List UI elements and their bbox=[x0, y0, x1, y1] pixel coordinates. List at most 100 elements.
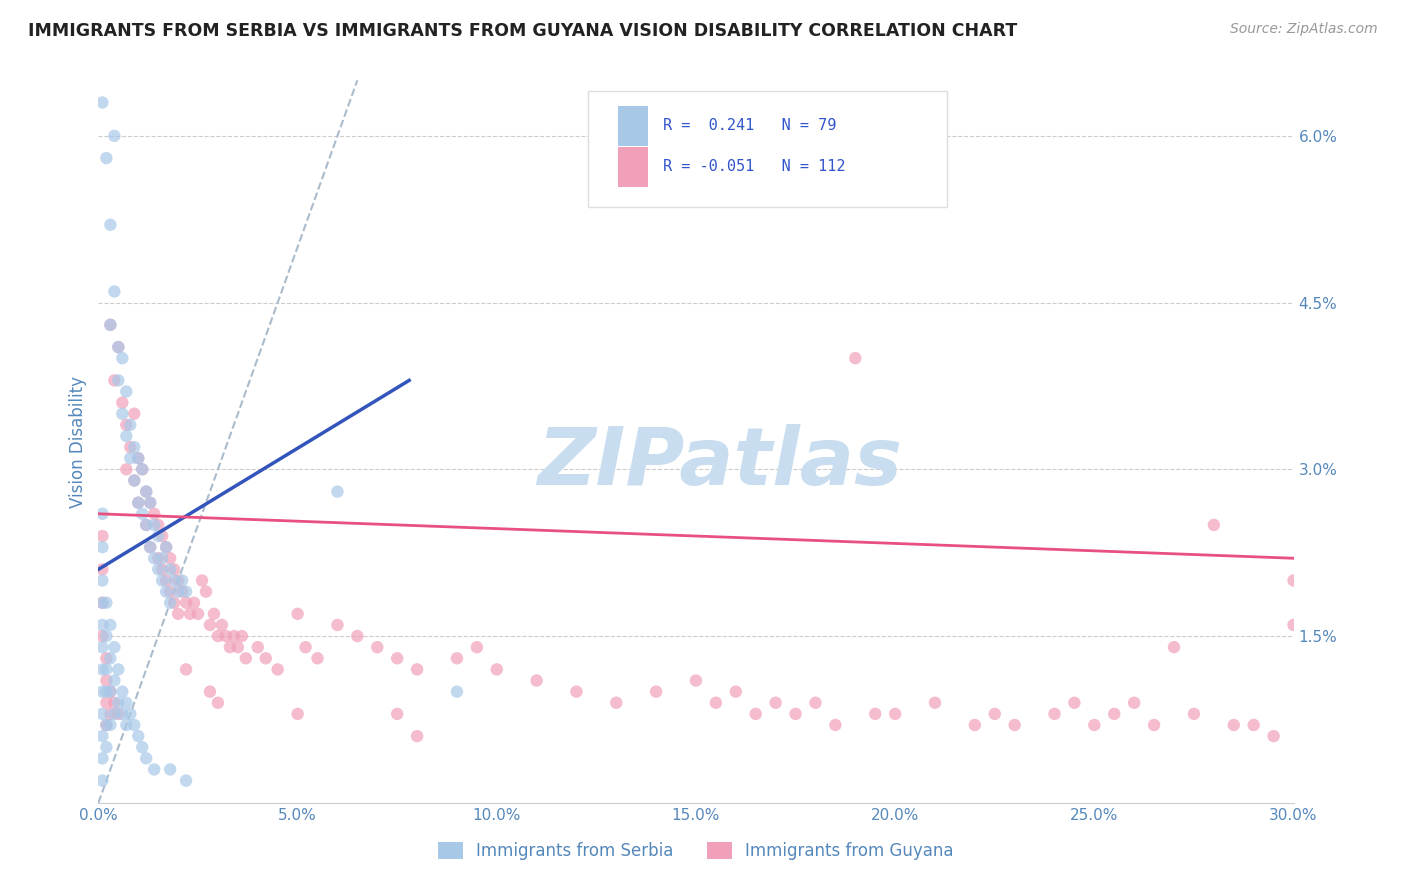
Point bbox=[127, 496, 149, 510]
Point bbox=[267, 662, 290, 676]
Point bbox=[307, 651, 329, 665]
Point bbox=[91, 540, 114, 554]
Point bbox=[98, 618, 122, 632]
Point bbox=[143, 517, 166, 532]
Point bbox=[785, 706, 807, 721]
Point bbox=[107, 662, 129, 676]
Point bbox=[211, 618, 233, 632]
Point bbox=[148, 562, 170, 576]
Point bbox=[111, 351, 134, 366]
Point bbox=[465, 640, 488, 655]
Point bbox=[984, 706, 1007, 721]
Point bbox=[1043, 706, 1066, 721]
Point bbox=[124, 407, 146, 421]
Point bbox=[115, 462, 138, 476]
Point bbox=[406, 662, 429, 676]
Point bbox=[91, 596, 114, 610]
FancyBboxPatch shape bbox=[589, 91, 948, 207]
Point bbox=[103, 373, 125, 387]
Point bbox=[174, 662, 197, 676]
FancyBboxPatch shape bbox=[619, 147, 648, 186]
Point bbox=[107, 340, 129, 354]
Point bbox=[366, 640, 388, 655]
Point bbox=[139, 496, 162, 510]
Point bbox=[159, 562, 181, 576]
Point bbox=[111, 684, 134, 698]
Point bbox=[131, 507, 153, 521]
Point bbox=[148, 517, 170, 532]
Point bbox=[150, 551, 173, 566]
Point bbox=[198, 684, 221, 698]
Point bbox=[91, 751, 114, 765]
Point bbox=[765, 696, 787, 710]
Point bbox=[120, 440, 142, 454]
Point bbox=[127, 729, 149, 743]
Point bbox=[96, 629, 118, 643]
Point bbox=[167, 607, 190, 621]
Point bbox=[231, 629, 253, 643]
Point bbox=[91, 729, 114, 743]
Y-axis label: Vision Disability: Vision Disability bbox=[69, 376, 87, 508]
Point bbox=[98, 718, 122, 732]
Point bbox=[924, 696, 946, 710]
Point bbox=[226, 640, 249, 655]
Point bbox=[191, 574, 214, 588]
Point bbox=[222, 629, 245, 643]
Point bbox=[174, 596, 197, 610]
Point bbox=[195, 584, 218, 599]
Point bbox=[139, 496, 162, 510]
Point bbox=[824, 718, 846, 732]
Point bbox=[91, 662, 114, 676]
Text: R =  0.241   N = 79: R = 0.241 N = 79 bbox=[662, 119, 837, 133]
Point bbox=[287, 607, 309, 621]
Point bbox=[131, 462, 153, 476]
Point bbox=[174, 584, 197, 599]
Point bbox=[1223, 718, 1246, 732]
Point bbox=[103, 706, 125, 721]
Point bbox=[103, 285, 125, 299]
Point bbox=[884, 706, 907, 721]
Point bbox=[704, 696, 727, 710]
Point bbox=[96, 718, 118, 732]
Point bbox=[98, 318, 122, 332]
Point bbox=[131, 740, 153, 755]
Point bbox=[139, 540, 162, 554]
Point bbox=[202, 607, 225, 621]
Text: ZIPatlas: ZIPatlas bbox=[537, 425, 903, 502]
Point bbox=[91, 596, 114, 610]
Point bbox=[246, 640, 269, 655]
Point bbox=[103, 673, 125, 688]
Point bbox=[107, 340, 129, 354]
Point bbox=[91, 773, 114, 788]
Point bbox=[103, 696, 125, 710]
Point bbox=[685, 673, 707, 688]
Point bbox=[96, 684, 118, 698]
Point bbox=[127, 496, 149, 510]
Point bbox=[96, 718, 118, 732]
Point bbox=[98, 218, 122, 232]
Point bbox=[1263, 729, 1285, 743]
Point bbox=[167, 574, 190, 588]
Point bbox=[183, 596, 205, 610]
Point bbox=[163, 562, 186, 576]
Point bbox=[143, 507, 166, 521]
Point bbox=[124, 474, 146, 488]
Point bbox=[1282, 574, 1305, 588]
Point bbox=[96, 651, 118, 665]
Point bbox=[485, 662, 508, 676]
Point bbox=[124, 440, 146, 454]
Point bbox=[96, 596, 118, 610]
Point bbox=[107, 706, 129, 721]
Point bbox=[167, 584, 190, 599]
Point bbox=[98, 684, 122, 698]
Point bbox=[111, 706, 134, 721]
Point bbox=[645, 684, 668, 698]
Point bbox=[115, 384, 138, 399]
Point bbox=[385, 651, 409, 665]
Point bbox=[115, 696, 138, 710]
Point bbox=[187, 607, 209, 621]
Point bbox=[150, 529, 173, 543]
Point bbox=[98, 684, 122, 698]
Point bbox=[148, 529, 170, 543]
Point bbox=[174, 773, 197, 788]
